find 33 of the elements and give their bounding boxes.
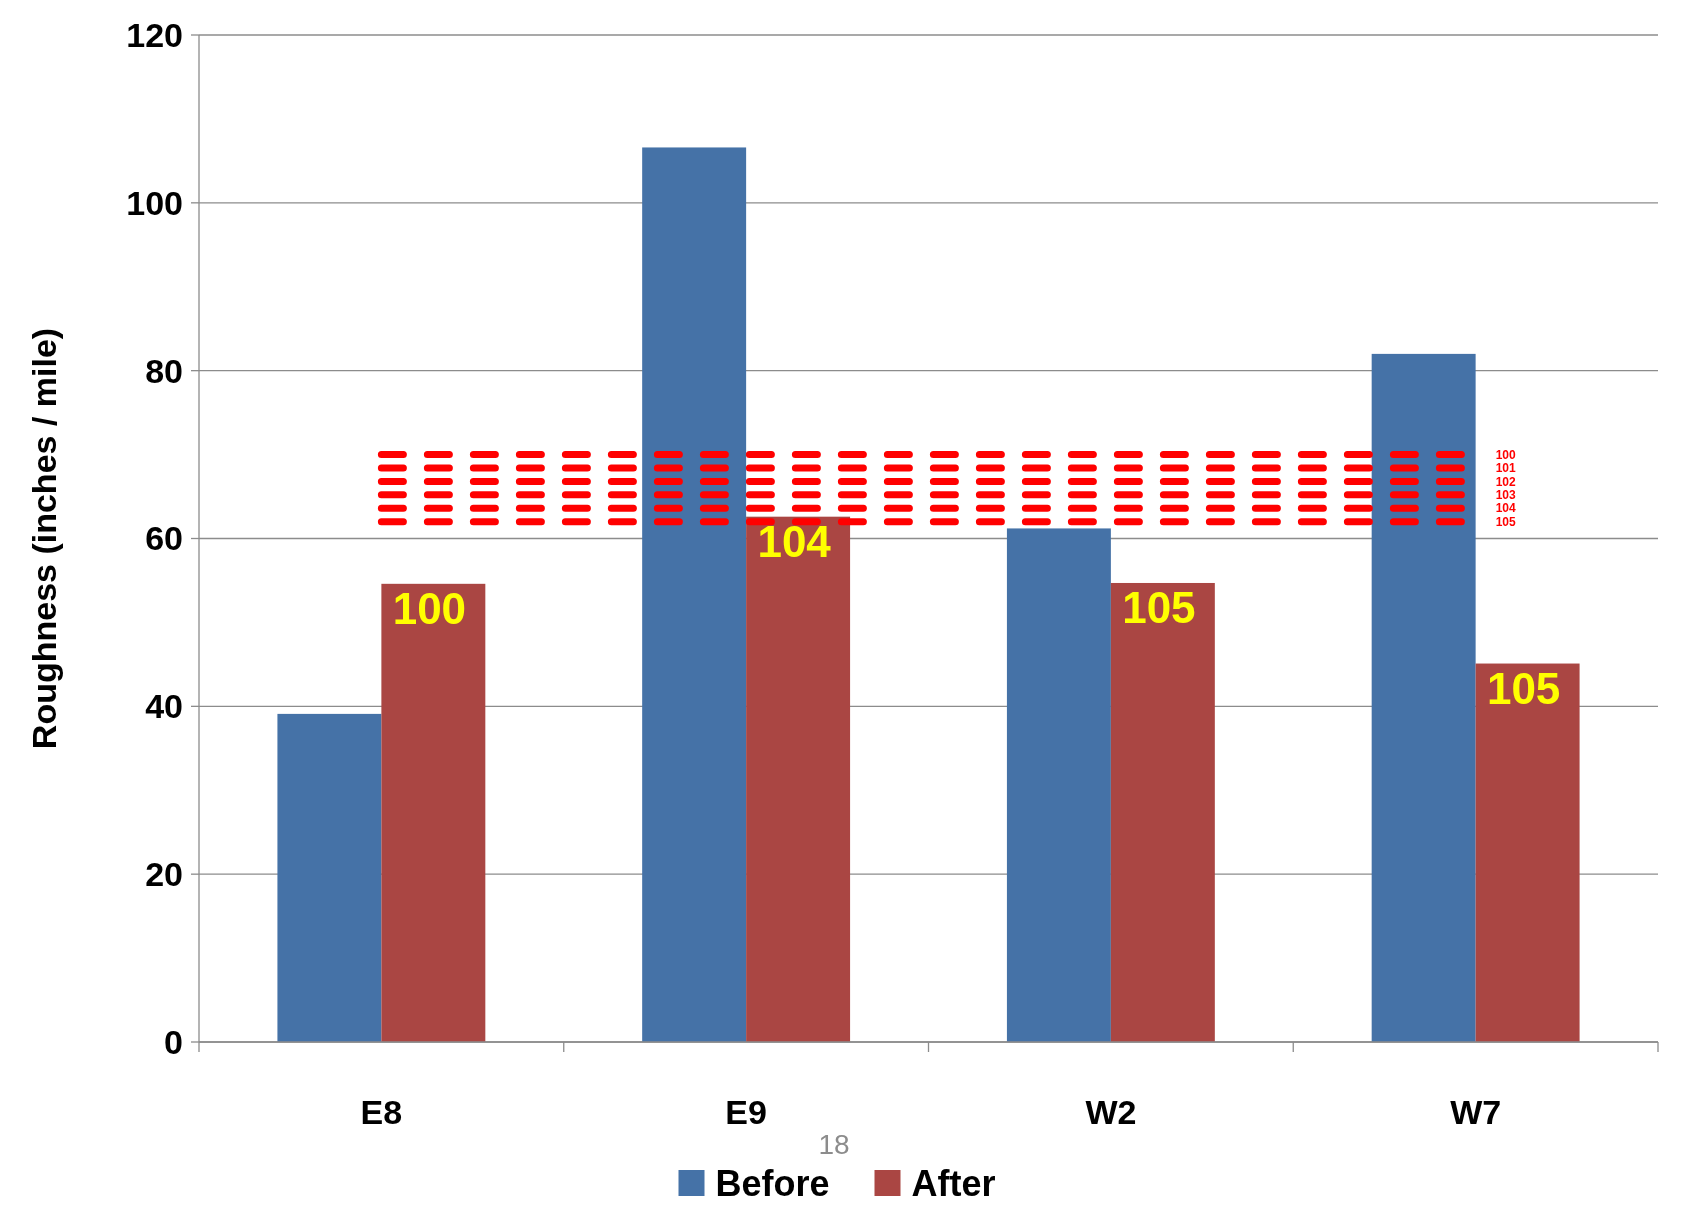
- y-tick-label: 100: [126, 183, 183, 222]
- x-tick-label: E8: [360, 1093, 403, 1131]
- annotation: 104: [757, 516, 832, 566]
- bar: [642, 147, 747, 1042]
- bar: [1110, 582, 1215, 1042]
- y-tick-label: 20: [145, 855, 183, 894]
- legend-label: After: [911, 1163, 996, 1204]
- annotation: 101: [1495, 461, 1516, 476]
- x-tick-label: E9: [725, 1093, 767, 1131]
- bar: [1006, 528, 1111, 1042]
- bar: [381, 583, 486, 1042]
- bar: [1475, 663, 1580, 1042]
- y-tick-label: 0: [164, 1022, 183, 1061]
- y-tick-label: 40: [145, 687, 183, 726]
- text: 18: [818, 1129, 850, 1160]
- bar: [1371, 353, 1476, 1042]
- bar: [277, 713, 382, 1042]
- y-tick-label: 120: [126, 15, 183, 54]
- x-tick-label: W7: [1450, 1093, 1502, 1131]
- y-tick-label: 80: [145, 351, 183, 390]
- y-tick-label: 60: [145, 519, 183, 558]
- annotation: 105: [1122, 582, 1196, 632]
- annotation: 102: [1495, 474, 1516, 489]
- x-tick-label: W2: [1085, 1093, 1137, 1131]
- annotation: 104: [1495, 501, 1516, 516]
- annotation: 105: [1495, 514, 1516, 529]
- annotation: 100: [1495, 447, 1516, 462]
- bar: [746, 516, 851, 1042]
- annotation: 100: [392, 583, 467, 633]
- y-axis-title: Roughness (inches / mile): [25, 327, 63, 750]
- annotation: 103: [1495, 488, 1516, 503]
- legend-label: Before: [715, 1163, 830, 1204]
- annotation: 105: [1486, 663, 1561, 713]
